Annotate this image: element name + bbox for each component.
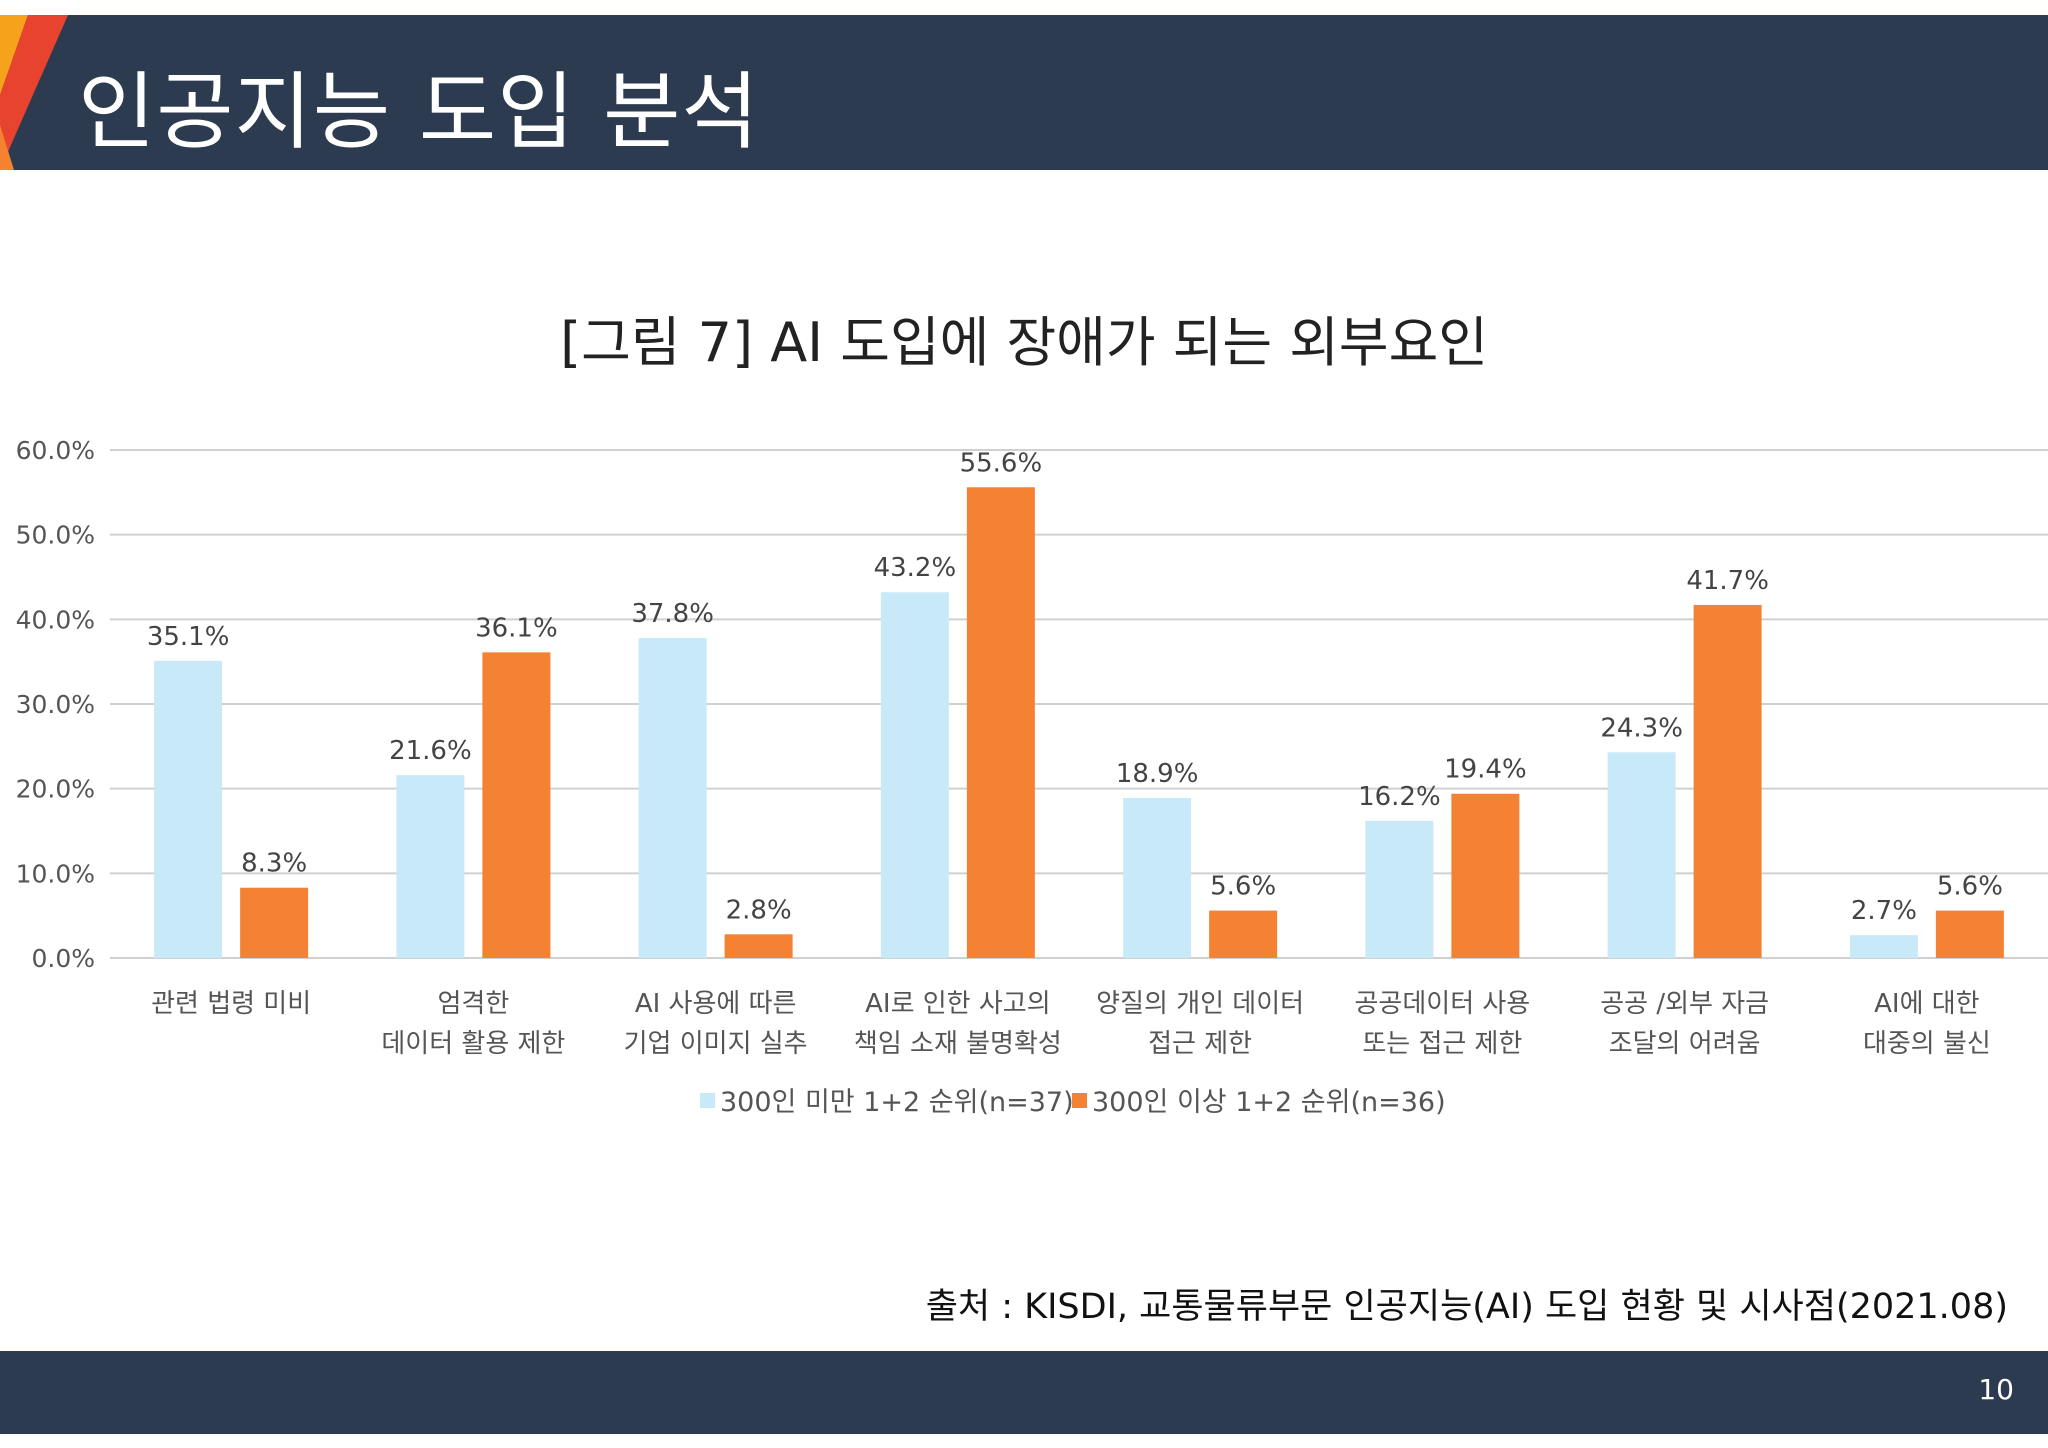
data-label: 19.4% (1444, 755, 1527, 785)
bar (880, 592, 949, 958)
slide-footer: 10 (0, 1351, 2048, 1434)
data-label: 35.1% (147, 622, 230, 652)
page-number: 10 (1978, 1373, 2014, 1406)
x-category-label: AI로 인한 사고의 (865, 989, 1051, 1019)
data-label: 18.9% (1116, 759, 1199, 789)
data-label: 8.3% (241, 849, 307, 879)
bar (1607, 752, 1676, 958)
bar (1849, 935, 1918, 958)
x-category-label: 공공 /외부 자금 (1600, 989, 1769, 1019)
x-category-label: 관련 법령 미비 (151, 989, 311, 1019)
x-category-label: AI 사용에 따른 (635, 989, 797, 1019)
bar (1123, 797, 1192, 958)
bar (1365, 820, 1434, 958)
x-category-label: 책임 소재 불명확성 (854, 1029, 1062, 1059)
slide-title: 인공지능 도입 분석 (78, 63, 760, 161)
bar (1935, 910, 2004, 958)
legend-swatch (700, 1093, 715, 1108)
x-category-label: 대중의 불신 (1863, 1029, 1991, 1059)
slide-header: 인공지능 도입 분석 (0, 15, 2048, 170)
data-label: 24.3% (1600, 713, 1683, 743)
x-category-label: 또는 접근 제한 (1362, 1029, 1522, 1059)
y-tick-label: 0.0% (31, 944, 95, 973)
x-category-label: 접근 제한 (1148, 1029, 1252, 1059)
data-label: 16.2% (1358, 782, 1441, 812)
data-label: 2.8% (726, 895, 792, 925)
bar (724, 934, 793, 958)
y-tick-label: 60.0% (16, 436, 95, 465)
source-citation: 출처 : KISDI, 교통물류부문 인공지능(AI) 도입 현황 및 시사점(… (925, 1287, 2008, 1327)
chart-title: [그림 7] AI 도입에 장애가 되는 외부요인 (560, 311, 1488, 374)
data-label: 5.6% (1210, 872, 1276, 902)
y-tick-label: 20.0% (16, 775, 95, 804)
x-category-label: AI에 대한 (1874, 989, 1979, 1019)
y-tick-label: 30.0% (16, 690, 95, 719)
y-tick-label: 50.0% (16, 521, 95, 550)
bar (638, 637, 707, 958)
y-tick-label: 10.0% (16, 859, 95, 888)
bar (154, 660, 223, 958)
data-label: 55.6% (960, 448, 1043, 478)
legend-label: 300인 이상 1+2 순위(n=36) (1092, 1087, 1446, 1118)
data-label: 36.1% (475, 613, 558, 643)
bar (1209, 910, 1278, 958)
data-label: 41.7% (1686, 566, 1769, 596)
data-label: 37.8% (631, 599, 714, 629)
bar-chart: 0.0% 10.0% 20.0% 30.0% 40.0% 50.0% 60.0% 35.1% 8… (16, 436, 2048, 1118)
legend-swatch (1072, 1093, 1087, 1108)
x-category-label: 양질의 개인 데이터 (1096, 989, 1304, 1019)
bar (1693, 604, 1762, 958)
header-accent-shape (0, 15, 68, 170)
y-tick-label: 40.0% (16, 605, 95, 634)
x-category-label: 엄격한 (437, 989, 509, 1019)
data-label: 2.7% (1851, 896, 1917, 926)
bar (966, 487, 1035, 958)
bar (240, 887, 309, 958)
legend-label: 300인 미만 1+2 순위(n=37) (720, 1087, 1074, 1118)
x-category-label: 조달의 어려움 (1609, 1029, 1761, 1059)
data-label: 43.2% (874, 553, 957, 583)
x-category-label: 공공데이터 사용 (1355, 989, 1531, 1019)
data-label: 5.6% (1937, 872, 2003, 902)
data-label: 21.6% (389, 736, 472, 766)
x-category-label: 데이터 활용 제한 (381, 1029, 565, 1059)
bar (396, 775, 465, 958)
bar (1451, 793, 1520, 958)
x-category-label: 기업 이미지 실추 (624, 1029, 808, 1059)
bar (482, 652, 551, 958)
